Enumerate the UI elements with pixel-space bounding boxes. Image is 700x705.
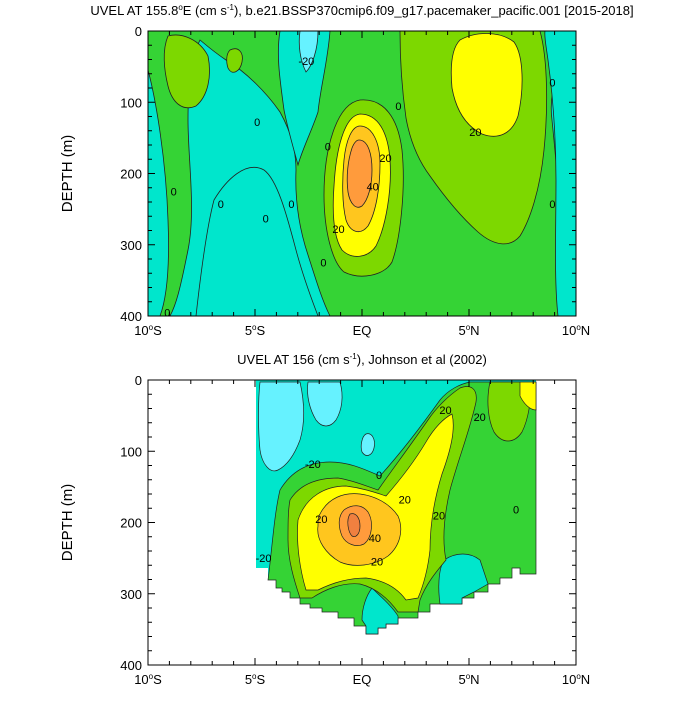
bottom-zone-yellow-ne: [519, 381, 537, 411]
bottom-y-tick-label: 100: [120, 444, 142, 459]
top-zone-orange: [346, 139, 373, 208]
top-y-tick-label: 300: [120, 238, 142, 253]
top-x-tick-label: 10oN: [562, 323, 590, 338]
top-x-tick-label: 5oN: [458, 323, 479, 338]
top-x-tick-label: EQ: [353, 323, 372, 338]
top-contour-label: 0: [263, 213, 269, 225]
top-y-tick-label: 100: [120, 95, 142, 110]
top-y-tick-label: 0: [135, 24, 142, 39]
bottom-zone-cyan-inner: [361, 587, 399, 635]
top-zone-cyan-mid: [195, 167, 319, 316]
top-contour-label: 0: [325, 141, 331, 153]
bottom-x-tick-label: 5oS: [245, 672, 266, 687]
bottom-contour-label: 40: [369, 533, 381, 545]
bottom-contour-label: 20: [371, 557, 383, 569]
top-x-tick-label: 5oS: [245, 323, 266, 338]
bottom-contour-label: 20: [399, 495, 411, 507]
top-contour-label: 20: [379, 153, 391, 165]
top-zone-cyan-left: [148, 69, 169, 316]
top-contour-label: 0: [164, 307, 170, 319]
bottom-x-tick-label: 5oN: [458, 672, 479, 687]
bottom-contour-label: 20: [433, 510, 445, 522]
top-contour-label: 0: [171, 186, 177, 198]
top-contour-label: 0: [320, 258, 326, 270]
top-y-tick-label: 200: [120, 167, 142, 182]
top-y-axis-label: DEPTH (m): [59, 135, 76, 213]
bottom-zone-aqua-left: [258, 381, 305, 472]
bottom-x-tick-label: EQ: [353, 672, 372, 687]
contour-labels: 0 0 0 0 0 0 -20 0 0 20 20 40 0 20 0 0 -20 -20 0 20 20 40 20 20 2…: [164, 56, 555, 569]
top-zone-aqua-channel: [298, 31, 319, 73]
bottom-y-tick-label: 400: [120, 658, 142, 673]
top-contour-label: 0: [549, 199, 555, 211]
top-panel-title: UVEL AT 155.8oE (cm s-1), b.e21.BSSP370c…: [90, 3, 633, 18]
top-contour-label: 40: [367, 181, 379, 193]
top-contour-label: 20: [332, 224, 344, 236]
bottom-zone-aqua-center: [307, 381, 343, 427]
bottom-panel-title: UVEL AT 156 (cm s-1), Johnson et al (200…: [237, 352, 487, 367]
bottom-y-tick-label: 0: [135, 373, 142, 388]
top-x-tick-label: 10oS: [134, 323, 162, 338]
top-zone-cyan-right: [544, 31, 576, 316]
bottom-panel-field: [256, 380, 537, 635]
top-zone-green-bright-left: [163, 34, 210, 109]
bottom-contour-label: 20: [474, 412, 486, 424]
bottom-y-tick-label: 300: [120, 587, 142, 602]
bottom-x-tick-label: 10oN: [562, 672, 590, 687]
top-y-tick-label: 400: [120, 309, 142, 324]
top-contour-label: 0: [288, 199, 294, 211]
top-zone-cyan-channel: [277, 31, 331, 167]
bottom-zone-cyan-right-patch: [438, 553, 489, 605]
top-contour-label: 0: [218, 199, 224, 211]
top-panel-field: [148, 31, 576, 316]
bottom-zone-aqua-dot: [360, 433, 375, 456]
top-contour-label: -20: [298, 56, 314, 68]
bottom-contour-label: 0: [513, 505, 519, 517]
bottom-contour-label: 20: [439, 405, 451, 417]
bottom-y-tick-label: 200: [120, 516, 142, 531]
bottom-contour-label: 0: [376, 470, 382, 482]
bottom-x-tick-label: 10oS: [134, 672, 162, 687]
top-contour-label: 20: [469, 127, 481, 139]
top-contour-label: 0: [254, 117, 260, 129]
top-zone-yellow-right: [450, 33, 523, 137]
bottom-contour-label: -20: [256, 553, 272, 565]
bottom-zone-orange-dark: [347, 513, 361, 537]
bottom-contour-label: 20: [315, 514, 327, 526]
top-contour-label: 0: [395, 101, 401, 113]
bottom-y-axis-label: DEPTH (m): [59, 484, 76, 562]
top-zone-green-bright-blob: [226, 48, 243, 73]
bottom-contour-label: -20: [305, 459, 321, 471]
top-contour-label: 0: [549, 77, 555, 89]
